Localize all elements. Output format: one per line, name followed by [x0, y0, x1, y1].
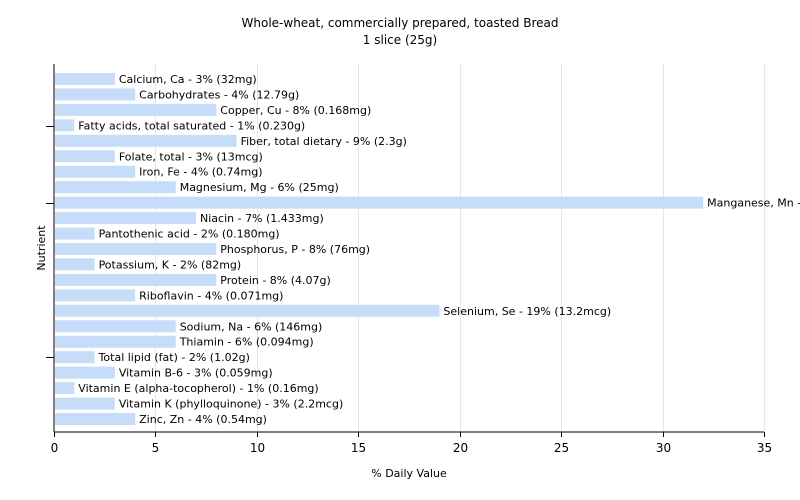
x-tick-label: 0 [51, 441, 59, 455]
bar [55, 335, 176, 348]
bar [55, 413, 136, 425]
bar [55, 119, 75, 132]
x-tick-label: 15 [351, 441, 366, 455]
bar-data-label: Pantothenic acid - 2% (0.180mg) [99, 228, 280, 241]
chart-subtitle: 1 slice (25g) [363, 33, 437, 47]
bar [55, 165, 136, 178]
bar-data-label: Niacin - 7% (1.433mg) [200, 212, 324, 225]
bar [55, 227, 95, 240]
bar-data-label: Selenium, Se - 19% (13.2mcg) [443, 305, 611, 318]
bar-data-label: Total lipid (fat) - 2% (1.02g) [98, 351, 250, 364]
bars: Calcium, Ca - 3% (32mg) Carbohydrates - 4… [55, 73, 800, 426]
bar-data-label: Calcium, Ca - 3% (32mg) [119, 73, 257, 86]
bar [55, 196, 704, 209]
bar-data-label: Vitamin B-6 - 3% (0.059mg) [119, 367, 273, 380]
chart-title: Whole-wheat, commercially prepared, toas… [242, 16, 559, 30]
y-axis-label: Nutrient [35, 225, 48, 271]
x-tick-label: 5 [152, 441, 160, 455]
x-tick-label: 10 [250, 441, 265, 455]
bar-data-label: Protein - 8% (4.07g) [220, 274, 331, 287]
bar [55, 320, 176, 333]
bar-data-label: Riboflavin - 4% (0.071mg) [139, 289, 283, 302]
bar-data-label: Vitamin E (alpha-tocopherol) - 1% (0.16m… [78, 382, 318, 395]
bar-data-label: Potassium, K - 2% (82mg) [99, 258, 242, 271]
bar [55, 382, 75, 395]
bar [55, 243, 217, 255]
bar-data-label: Carbohydrates - 4% (12.79g) [139, 88, 299, 101]
bar-data-label: Zinc, Zn - 4% (0.54mg) [139, 413, 267, 426]
bar [55, 258, 95, 271]
bar [55, 212, 196, 225]
bar [55, 304, 440, 317]
x-tick-label: 35 [757, 441, 772, 455]
bar [55, 289, 136, 302]
bar-data-label: Fiber, total dietary - 9% (2.3g) [241, 135, 407, 148]
bar [55, 351, 95, 364]
bar-data-label: Vitamin K (phylloquinone) - 3% (2.2mcg) [119, 398, 343, 411]
bar [55, 88, 136, 101]
bar [55, 181, 176, 194]
bar-data-label: Sodium, Na - 6% (146mg) [180, 320, 323, 333]
bar-data-label: Magnesium, Mg - 6% (25mg) [180, 181, 339, 194]
bar-data-label: Fatty acids, total saturated - 1% (0.230… [78, 119, 305, 132]
bar-data-label: Folate, total - 3% (13mcg) [119, 150, 263, 163]
bar-data-label: Phosphorus, P - 8% (76mg) [220, 243, 370, 256]
bar [55, 73, 115, 85]
bar-data-label: Thiamin - 6% (0.094mg) [179, 336, 314, 349]
bar [55, 103, 217, 116]
bar-data-label: Iron, Fe - 4% (0.74mg) [139, 166, 262, 179]
x-tick-label: 25 [554, 441, 569, 455]
x-tick-label: 20 [453, 441, 468, 455]
bar [55, 366, 115, 379]
bar-data-label: Manganese, Mn - 32% (0.636mg) [707, 197, 800, 210]
bar [55, 134, 237, 147]
bar [55, 397, 115, 410]
x-tick-label: 30 [656, 441, 671, 455]
bar [55, 273, 217, 286]
bar-data-label: Copper, Cu - 8% (0.168mg) [220, 104, 371, 117]
axes: 0 5 10 15 20 25 30 35 [46, 64, 772, 455]
bar [55, 150, 115, 163]
vertical-gridlines [155, 64, 765, 432]
x-axis-label: % Daily Value [371, 467, 447, 480]
